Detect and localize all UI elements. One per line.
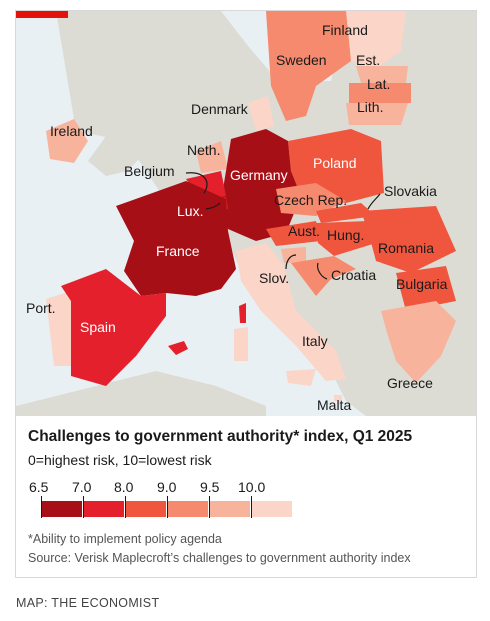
label-germany: Germany bbox=[230, 167, 288, 183]
legend-tick: 8.0 bbox=[114, 479, 134, 495]
label-italy: Italy bbox=[302, 333, 328, 349]
legend-title: Challenges to government authority* inde… bbox=[28, 428, 413, 445]
label-austria: Aust. bbox=[288, 223, 320, 239]
land-uk bbox=[78, 41, 146, 176]
label-sweden: Sweden bbox=[276, 52, 327, 68]
label-croatia: Croatia bbox=[331, 267, 376, 283]
legend-tick-mark bbox=[83, 496, 84, 518]
country-corsica bbox=[239, 303, 246, 323]
footnote: *Ability to implement policy agenda bbox=[28, 532, 222, 546]
legend-swatch bbox=[125, 501, 166, 517]
land-africa bbox=[16, 371, 266, 416]
country-lithuania bbox=[346, 103, 408, 125]
legend-swatch bbox=[83, 501, 124, 517]
country-greece bbox=[381, 301, 456, 383]
belgium-pointer bbox=[185, 172, 208, 194]
legend-tick: 10.0 bbox=[238, 479, 266, 495]
label-poland: Poland bbox=[313, 155, 357, 171]
label-malta: Malta bbox=[317, 397, 351, 413]
legend-tick-mark bbox=[251, 496, 252, 518]
legend-tick: 9.5 bbox=[200, 479, 220, 495]
country-estonia bbox=[356, 66, 408, 83]
legend-swatch bbox=[251, 501, 292, 517]
legend-tick: 6.5 bbox=[29, 479, 49, 495]
label-luxembourg: Lux. bbox=[177, 203, 203, 219]
legend-tick-mark bbox=[41, 496, 42, 518]
country-hungary bbox=[316, 221, 376, 256]
legend-tick-mark bbox=[167, 496, 168, 518]
source-line: Source: Verisk Maplecroft’s challenges t… bbox=[28, 551, 411, 565]
label-spain: Spain bbox=[80, 319, 116, 335]
country-malta bbox=[334, 395, 342, 401]
legend-tick-mark bbox=[125, 496, 126, 518]
legend-tick: 9.0 bbox=[157, 479, 177, 495]
legend-tick-mark bbox=[209, 496, 210, 518]
country-sicily bbox=[286, 369, 316, 386]
country-czech bbox=[276, 183, 346, 216]
country-croatia bbox=[291, 256, 356, 296]
legend-panel: Challenges to government authority* inde… bbox=[16, 416, 476, 577]
label-france: France bbox=[156, 243, 200, 259]
label-finland: Finland bbox=[322, 22, 368, 38]
country-netherlands bbox=[196, 141, 228, 173]
croatia-pointer bbox=[316, 262, 328, 280]
slovakia-pointer bbox=[367, 193, 381, 210]
europe-map: Finland Sweden Est. Lat. Lith. Denmark I… bbox=[16, 11, 476, 416]
country-bulgaria bbox=[396, 266, 456, 311]
label-estonia: Est. bbox=[356, 52, 380, 68]
country-denmark bbox=[248, 96, 274, 131]
legend-swatch bbox=[167, 501, 208, 517]
country-italy bbox=[236, 243, 346, 381]
legend-swatch bbox=[209, 501, 250, 517]
label-romania: Romania bbox=[378, 240, 434, 256]
country-ireland bbox=[46, 119, 88, 163]
label-lithuania: Lith. bbox=[357, 99, 383, 115]
legend-subtitle: 0=highest risk, 10=lowest risk bbox=[28, 452, 212, 468]
country-austria bbox=[266, 221, 321, 246]
country-romania bbox=[361, 206, 456, 273]
country-slovakia bbox=[316, 203, 376, 223]
legend-swatch bbox=[41, 501, 82, 517]
country-spain bbox=[61, 269, 166, 386]
label-greece: Greece bbox=[387, 375, 433, 391]
label-netherlands: Neth. bbox=[187, 142, 220, 158]
country-sardinia bbox=[234, 327, 248, 361]
label-bulgaria: Bulgaria bbox=[396, 276, 448, 292]
country-latvia bbox=[349, 83, 411, 103]
country-france bbox=[116, 181, 236, 296]
label-czech: Czech Rep. bbox=[274, 192, 347, 208]
country-balearics bbox=[168, 341, 188, 355]
country-finland bbox=[346, 11, 406, 69]
map-credit: MAP: THE ECONOMIST bbox=[16, 596, 160, 610]
label-portugal: Port. bbox=[26, 300, 56, 316]
map-frame bbox=[15, 10, 477, 578]
label-belgium: Belgium bbox=[124, 163, 175, 179]
country-sweden bbox=[266, 11, 351, 121]
slovenia-pointer bbox=[285, 254, 297, 270]
label-hungary: Hung. bbox=[327, 227, 364, 243]
country-portugal bbox=[46, 291, 71, 366]
label-denmark: Denmark bbox=[191, 101, 249, 117]
luxembourg-pointer bbox=[205, 202, 221, 210]
label-slovakia: Slovakia bbox=[384, 183, 437, 199]
legend-tick: 7.0 bbox=[72, 479, 92, 495]
label-latvia: Lat. bbox=[367, 76, 390, 92]
label-ireland: Ireland bbox=[50, 123, 93, 139]
economist-accent-bar bbox=[16, 11, 68, 18]
label-slovenia: Slov. bbox=[259, 270, 289, 286]
